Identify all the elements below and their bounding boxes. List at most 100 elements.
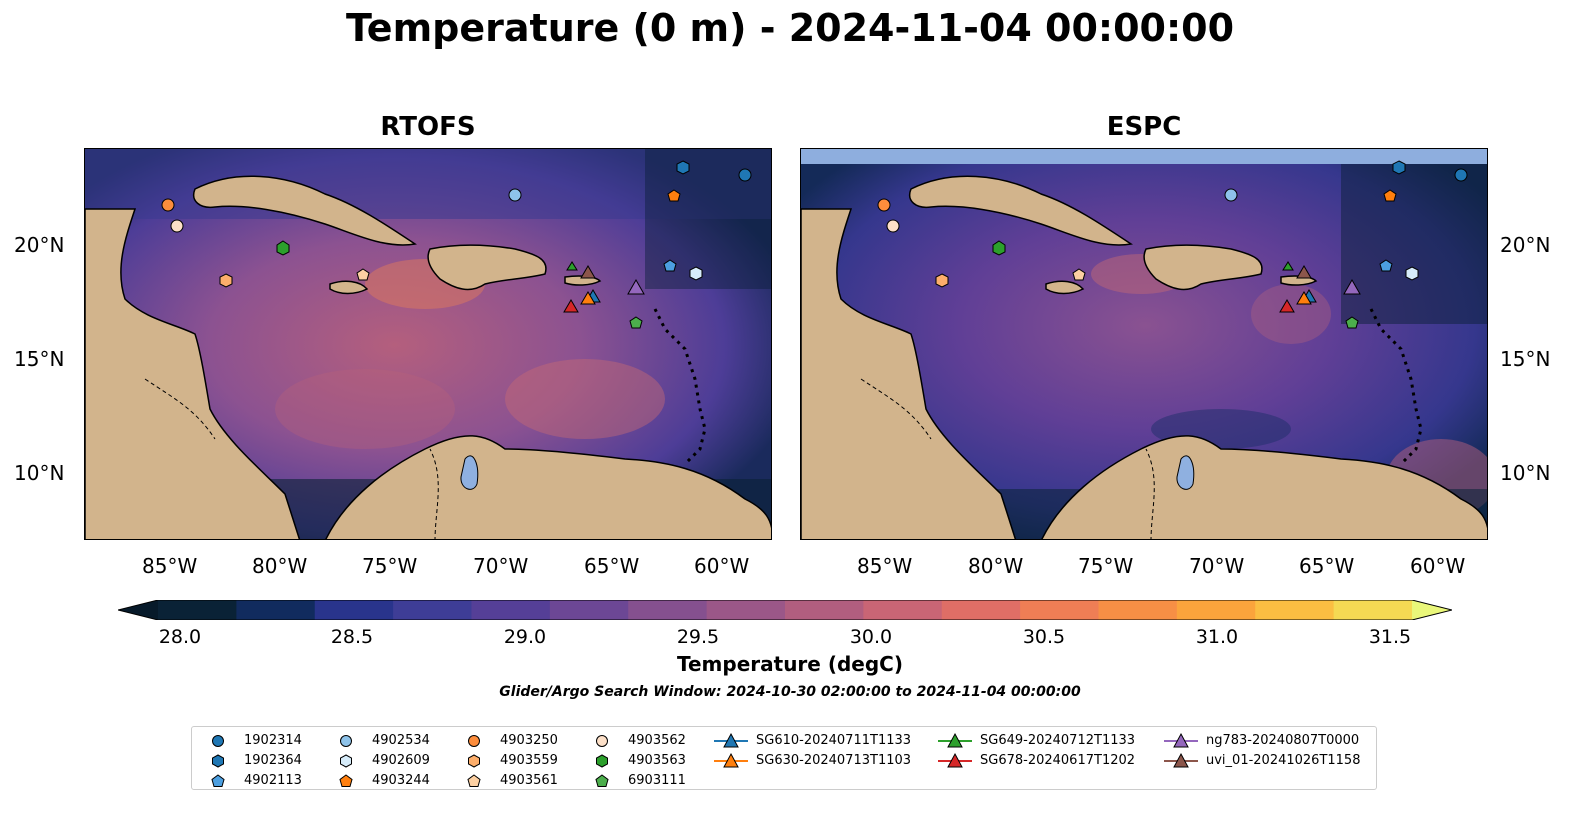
argo-4902534	[1224, 188, 1238, 202]
espc-top-band	[801, 149, 1487, 164]
glider-sg630	[580, 291, 596, 305]
colorbar-extend-low	[118, 600, 158, 620]
argo-1902314	[1454, 168, 1468, 182]
argo-6903111	[629, 316, 643, 329]
legend: 1902314 1902364 4902113 4902534 4902609 49032…	[191, 726, 1377, 790]
circle-marker-icon	[340, 735, 352, 747]
lon-tick: 65°W	[1299, 554, 1355, 578]
lon-tick: 60°W	[1410, 554, 1466, 578]
legend-label: 1902314	[244, 733, 302, 748]
colorbar-bin	[471, 600, 551, 620]
colorbar-tick: 31.0	[1195, 626, 1239, 648]
lat-tick: 15°N	[1500, 347, 1551, 371]
colorbar-bin	[1098, 600, 1178, 620]
colorbar-bin	[549, 600, 629, 620]
lat-tick: 20°N	[14, 233, 65, 257]
triangle-line-marker-icon	[938, 752, 972, 768]
pentagon-marker-icon	[211, 774, 225, 787]
argo-4903562	[170, 219, 184, 233]
panel-title-espc: ESPC	[1106, 112, 1182, 142]
colorbar-tick: 29.5	[676, 626, 720, 648]
glider-sg630	[1296, 291, 1312, 305]
lon-tick: 80°W	[252, 554, 308, 578]
map-espc-svg	[801, 149, 1487, 539]
legend-label: 1902364	[244, 753, 302, 768]
colorbar-tick: 28.0	[158, 626, 202, 648]
pentagon-marker-icon	[595, 774, 609, 787]
lon-tick: 60°W	[694, 554, 750, 578]
colorbar-bin	[863, 600, 943, 620]
legend-label: 4903561	[500, 773, 558, 788]
legend-label: SG649-20240712T1133	[980, 733, 1136, 748]
pentagon-marker-icon	[339, 774, 353, 787]
argo-6903111	[1345, 316, 1359, 329]
argo-4903561	[356, 268, 370, 281]
legend-label: ng783-20240807T0000	[1206, 733, 1360, 748]
lon-tick: 85°W	[857, 554, 913, 578]
colorbar-bin	[1255, 600, 1335, 620]
legend-label: 4902534	[372, 733, 430, 748]
colorbar-svg	[117, 599, 1453, 621]
legend-label: SG630-20240713T1103	[756, 753, 912, 768]
lon-tick: 75°W	[1078, 554, 1134, 578]
hexagon-marker-icon	[468, 754, 480, 768]
colorbar-label: Temperature (degC)	[677, 652, 903, 676]
circle-marker-icon	[468, 735, 480, 747]
legend-label: uvi_01-20241026T1158	[1206, 753, 1361, 768]
argo-4903244	[667, 189, 681, 202]
colorbar-tick: 29.0	[503, 626, 547, 648]
triangle-line-marker-icon	[714, 752, 748, 768]
glider-ng783	[1343, 278, 1361, 295]
argo-4903559	[935, 273, 949, 288]
glider-ng783	[627, 278, 645, 295]
lat-tick: 10°N	[1500, 461, 1551, 485]
colorbar-bin	[314, 600, 394, 620]
legend-label: SG678-20240617T1202	[980, 753, 1136, 768]
colorbar-tick: 31.5	[1368, 626, 1412, 648]
lat-tick: 15°N	[14, 347, 65, 371]
glider-sg678	[563, 299, 579, 313]
legend-label: 4903563	[628, 753, 686, 768]
argo-4903559	[219, 273, 233, 288]
glider-sg649	[566, 261, 578, 271]
triangle-line-marker-icon	[1164, 732, 1198, 748]
legend-label: 4902609	[372, 753, 430, 768]
argo-4902113	[1379, 259, 1393, 272]
argo-4903563	[276, 240, 290, 256]
argo-1902364	[1392, 160, 1406, 175]
map-rtofs-svg	[85, 149, 771, 539]
legend-label: 4903559	[500, 753, 558, 768]
legend-label: 6903111	[628, 773, 686, 788]
circle-marker-icon	[596, 735, 608, 747]
lat-tick: 10°N	[14, 461, 65, 485]
map-espc	[800, 148, 1488, 540]
colorbar-bin	[1176, 600, 1256, 620]
argo-4903244	[1383, 189, 1397, 202]
argo-4902609	[689, 266, 703, 281]
colorbar-tick: 30.0	[849, 626, 893, 648]
circle-marker-icon	[212, 735, 224, 747]
lon-tick: 75°W	[362, 554, 418, 578]
argo-4902609	[1405, 266, 1419, 281]
lon-tick: 70°W	[1189, 554, 1245, 578]
glider-uvi01	[580, 265, 596, 279]
glider-sg649	[1282, 261, 1294, 271]
lon-tick: 80°W	[968, 554, 1024, 578]
colorbar	[117, 599, 1453, 621]
colorbar-bin	[785, 600, 864, 620]
legend-label: SG610-20240711T1133	[756, 733, 912, 748]
legend-label: 4902113	[244, 773, 302, 788]
legend-label: 4903250	[500, 733, 558, 748]
argo-1902314	[738, 168, 752, 182]
colorbar-bin	[1020, 600, 1099, 620]
triangle-line-marker-icon	[938, 732, 972, 748]
legend-label: 4903244	[372, 773, 430, 788]
colorbar-bin	[393, 600, 472, 620]
triangle-line-marker-icon	[1164, 752, 1198, 768]
figure-title: Temperature (0 m) - 2024-11-04 00:00:00	[345, 6, 1235, 50]
colorbar-tick: 28.5	[330, 626, 374, 648]
colorbar-bin	[158, 600, 237, 620]
lon-tick: 85°W	[142, 554, 198, 578]
colorbar-bin	[628, 600, 708, 620]
colorbar-tick: 30.5	[1022, 626, 1066, 648]
